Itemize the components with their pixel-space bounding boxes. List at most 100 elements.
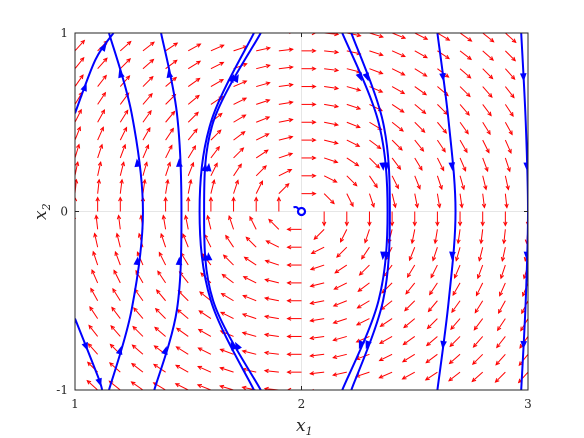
field-arrow (436, 157, 445, 172)
field-arrow (97, 74, 107, 87)
field-arrow (323, 175, 338, 183)
field-arrow (219, 348, 234, 355)
field-arrow (435, 211, 440, 227)
field-arrow (346, 139, 361, 147)
field-arrow (152, 363, 166, 373)
field-arrow (504, 68, 516, 81)
field-arrow (160, 232, 167, 248)
field-arrow (324, 139, 339, 145)
field-arrow (358, 264, 370, 276)
field-arrow (478, 247, 484, 262)
field-arrow (242, 294, 257, 302)
field-arrow (233, 147, 245, 159)
field-arrow (278, 118, 294, 123)
field-arrow (142, 161, 148, 176)
field-arrow (154, 326, 166, 337)
field-arrow (410, 229, 416, 245)
field-arrow (210, 162, 218, 177)
trajectory-arrowhead (81, 341, 88, 351)
field-arrow (132, 325, 144, 337)
field-arrow (405, 282, 416, 295)
field-arrow (187, 111, 199, 123)
field-arrow (263, 368, 279, 374)
field-arrow (496, 318, 506, 332)
field-arrow (332, 371, 347, 377)
trajectory-arrowhead (115, 345, 123, 355)
field-arrow (414, 50, 428, 59)
field-arrow (479, 229, 484, 245)
field-arrow (413, 389, 415, 390)
field-arrow (364, 229, 370, 244)
field-arrow (378, 371, 393, 379)
trajectory (519, 33, 528, 390)
trajectory-arrowhead (449, 251, 456, 261)
field-arrow (390, 389, 393, 390)
field-arrow (527, 50, 528, 52)
field-arrow (154, 307, 166, 319)
field-arrow (119, 75, 131, 87)
field-arrow (133, 307, 144, 319)
field-arrow (414, 157, 423, 171)
field-arrow (313, 228, 325, 241)
field-arrow (459, 68, 472, 79)
field-arrow (221, 273, 234, 284)
field-arrow (391, 33, 407, 39)
field-arrow (527, 122, 528, 124)
field-arrow (75, 196, 78, 212)
trajectory-arrowhead (231, 74, 239, 84)
field-arrow (480, 211, 485, 227)
field-arrow (527, 33, 528, 34)
field-arrow (219, 384, 234, 390)
field-arrow (482, 139, 490, 154)
trajectory-arrowhead (355, 72, 362, 82)
field-arrow (414, 86, 428, 96)
trajectory-arrowhead (204, 162, 212, 172)
field-arrow (119, 161, 125, 176)
trajectory-arrowhead (523, 162, 528, 171)
field-arrow (391, 86, 406, 95)
field-arrow (187, 60, 202, 70)
field-arrow (346, 175, 358, 187)
equilibrium-marker (296, 206, 307, 217)
field-arrow (286, 369, 302, 375)
field-arrow (504, 139, 512, 154)
field-arrow (142, 109, 152, 123)
field-arrow (309, 353, 325, 358)
field-arrow (111, 306, 121, 319)
field-arrow (184, 214, 189, 230)
field-arrow (278, 182, 290, 195)
field-arrow (286, 352, 302, 357)
field-arrow (118, 196, 123, 212)
field-arrow (187, 77, 201, 87)
field-arrow (256, 33, 268, 34)
field-arrow (254, 196, 259, 212)
field-arrow (142, 126, 151, 141)
field-arrow (210, 79, 225, 87)
trajectories (75, 33, 528, 390)
field-arrow (263, 314, 279, 320)
x-axis-label: x1 (296, 416, 313, 438)
field-arrow (119, 57, 132, 70)
field-arrow (245, 236, 257, 248)
field-arrow (197, 328, 212, 337)
x-tick-label: 2 (298, 397, 306, 411)
field-arrow (87, 342, 99, 355)
field-arrow (256, 98, 271, 105)
field-arrow (75, 74, 84, 87)
field-arrow (222, 254, 234, 266)
field-arrow (241, 349, 257, 355)
field-arrow (504, 175, 510, 191)
field-arrow (437, 33, 451, 41)
field-arrow (391, 50, 406, 58)
field-arrow (346, 157, 360, 167)
field-arrow (220, 292, 234, 302)
trajectory (350, 33, 391, 390)
field-arrow (459, 175, 466, 191)
trajectory-arrowhead (118, 69, 125, 79)
field-arrow (459, 121, 469, 135)
field-arrow (367, 211, 372, 227)
field-arrow (495, 353, 506, 366)
field-arrow (210, 178, 216, 194)
field-arrow (332, 335, 347, 342)
trajectory-arrowhead (440, 340, 447, 350)
